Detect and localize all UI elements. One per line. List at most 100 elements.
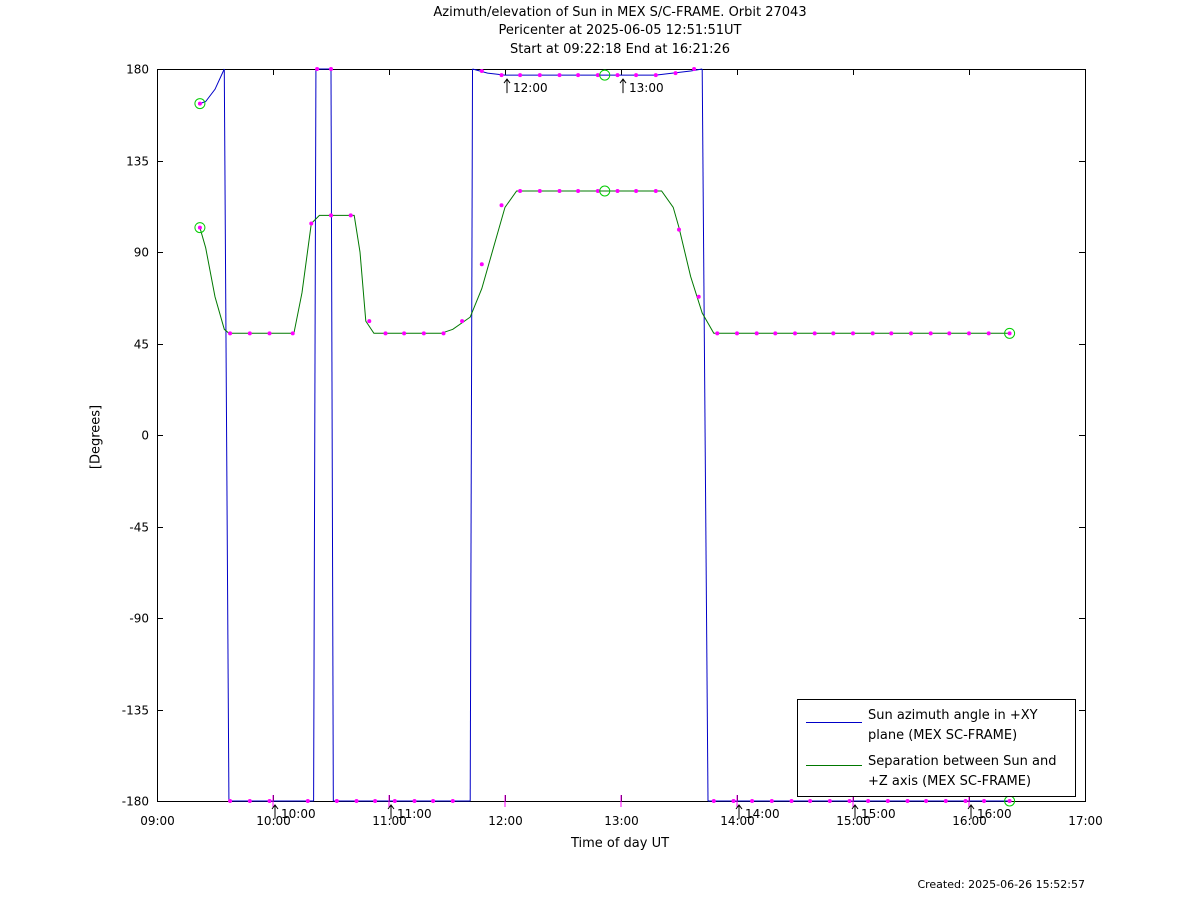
data-point-marker <box>847 799 852 803</box>
data-point-marker <box>870 331 875 336</box>
data-point-marker <box>329 213 333 218</box>
data-point-marker <box>715 331 720 336</box>
data-point-marker <box>812 331 817 336</box>
data-point-marker <box>986 331 991 336</box>
x-tick-label: 10:00 <box>256 814 291 828</box>
series-azimuth-wrap <box>330 68 334 802</box>
y-tick-label: 90 <box>134 246 149 260</box>
data-point-marker <box>334 799 339 803</box>
legend: Sun azimuth angle in +XY plane (MEX SC-F… <box>797 699 1076 797</box>
series-azimuth-line <box>199 68 225 105</box>
hour-annotation-arrow <box>503 78 511 84</box>
data-point-marker <box>943 799 948 803</box>
data-point-marker <box>499 203 504 208</box>
legend-label-azimuth-1: Sun azimuth angle in +XY <box>868 708 1038 723</box>
data-point-marker <box>518 73 523 78</box>
hour-annotation-label: 12:00 <box>513 81 548 95</box>
data-point-marker <box>615 189 620 193</box>
data-point-marker <box>928 331 933 336</box>
endpoint-circle <box>194 98 206 110</box>
x-tick-label: 15:00 <box>836 814 871 828</box>
series-azimuth-line <box>472 68 703 76</box>
hour-annotation-arrow <box>387 804 395 810</box>
created-timestamp: Created: 2025-06-26 15:52:57 <box>917 878 1085 891</box>
data-point-marker <box>909 331 913 336</box>
endpoint-circle <box>194 222 206 234</box>
data-point-marker <box>402 331 407 336</box>
data-point-marker <box>228 799 233 803</box>
data-point-marker <box>789 799 794 803</box>
data-point-marker <box>479 262 484 267</box>
endpoint-circle <box>1004 327 1016 339</box>
data-point-marker <box>499 73 504 78</box>
data-point-marker <box>518 189 523 193</box>
legend-label-separation-2: +Z axis (MEX SC-FRAME) <box>868 774 1032 789</box>
data-point-marker <box>354 799 359 803</box>
y-tick-label: 45 <box>134 338 149 352</box>
data-point-marker <box>441 331 446 336</box>
data-point-marker <box>595 73 600 78</box>
data-point-marker <box>197 225 202 230</box>
pericenter-subtitle: Pericenter at 2025-06-05 12:51:51UT <box>498 23 742 38</box>
hour-annotation-arrow <box>851 804 859 810</box>
legend-label-azimuth-2: plane (MEX SC-FRAME) <box>868 728 1018 743</box>
hour-annotation-label: 10:00 <box>281 807 316 821</box>
data-point-marker <box>383 331 388 336</box>
chart-title: Azimuth/elevation of Sun in MEX S/C-FRAM… <box>433 5 807 20</box>
data-point-marker <box>412 799 417 803</box>
data-point-marker <box>696 294 701 299</box>
data-point-marker <box>421 331 426 336</box>
data-point-marker <box>808 799 813 803</box>
data-point-marker <box>885 799 890 803</box>
data-point-marker <box>754 331 759 336</box>
data-point-marker <box>769 799 774 803</box>
data-point-marker <box>827 799 832 803</box>
y-tick-label: -180 <box>122 795 149 809</box>
data-point-marker <box>576 189 581 193</box>
hour-annotation-label: 14:00 <box>745 807 780 821</box>
x-axis-label: Time of day UT <box>570 836 670 851</box>
hour-annotation-label: 11:00 <box>397 807 432 821</box>
legend-label-separation-1: Separation between Sun and <box>868 754 1057 769</box>
x-tick-label: 13:00 <box>604 814 639 828</box>
data-point-marker <box>866 799 871 803</box>
x-tick-label: 16:00 <box>952 814 987 828</box>
legend-swatch-separation <box>806 765 862 766</box>
series-separation-line <box>199 190 1010 334</box>
data-point-marker <box>247 799 252 803</box>
hour-annotation-arrow <box>735 804 743 810</box>
data-point-marker <box>315 67 320 71</box>
data-point-marker <box>735 331 739 336</box>
data-point-marker <box>267 331 272 336</box>
y-tick-label: 180 <box>126 63 149 77</box>
data-point-marker <box>290 331 295 336</box>
data-point-marker <box>576 73 581 78</box>
data-point-marker <box>793 331 797 336</box>
data-point-marker <box>228 331 233 336</box>
data-point-marker <box>557 73 562 78</box>
data-point-marker <box>267 799 272 803</box>
x-tick-label: 14:00 <box>720 814 755 828</box>
hour-annotation-arrow <box>967 804 975 810</box>
data-point-marker <box>711 799 716 803</box>
data-point-marker <box>367 319 372 324</box>
series-azimuth-wrap <box>223 68 230 802</box>
data-point-marker <box>537 73 542 78</box>
data-point-marker <box>773 331 778 336</box>
hour-annotation-label: 15:00 <box>861 807 896 821</box>
data-point-marker <box>831 331 836 336</box>
data-point-marker <box>889 331 894 336</box>
data-point-marker <box>615 73 620 78</box>
data-point-marker <box>653 73 658 78</box>
data-point-marker <box>460 319 465 324</box>
y-axis-label: [Degrees] <box>88 404 104 470</box>
data-point-marker <box>373 799 378 803</box>
hour-annotation-arrow <box>271 804 279 810</box>
data-point-marker <box>905 799 910 803</box>
y-tick-label: -90 <box>129 612 149 626</box>
data-point-marker <box>309 221 314 226</box>
y-tick-label: 0 <box>141 429 149 443</box>
endpoint-circle <box>599 185 611 197</box>
x-tick-label: 11:00 <box>372 814 407 828</box>
